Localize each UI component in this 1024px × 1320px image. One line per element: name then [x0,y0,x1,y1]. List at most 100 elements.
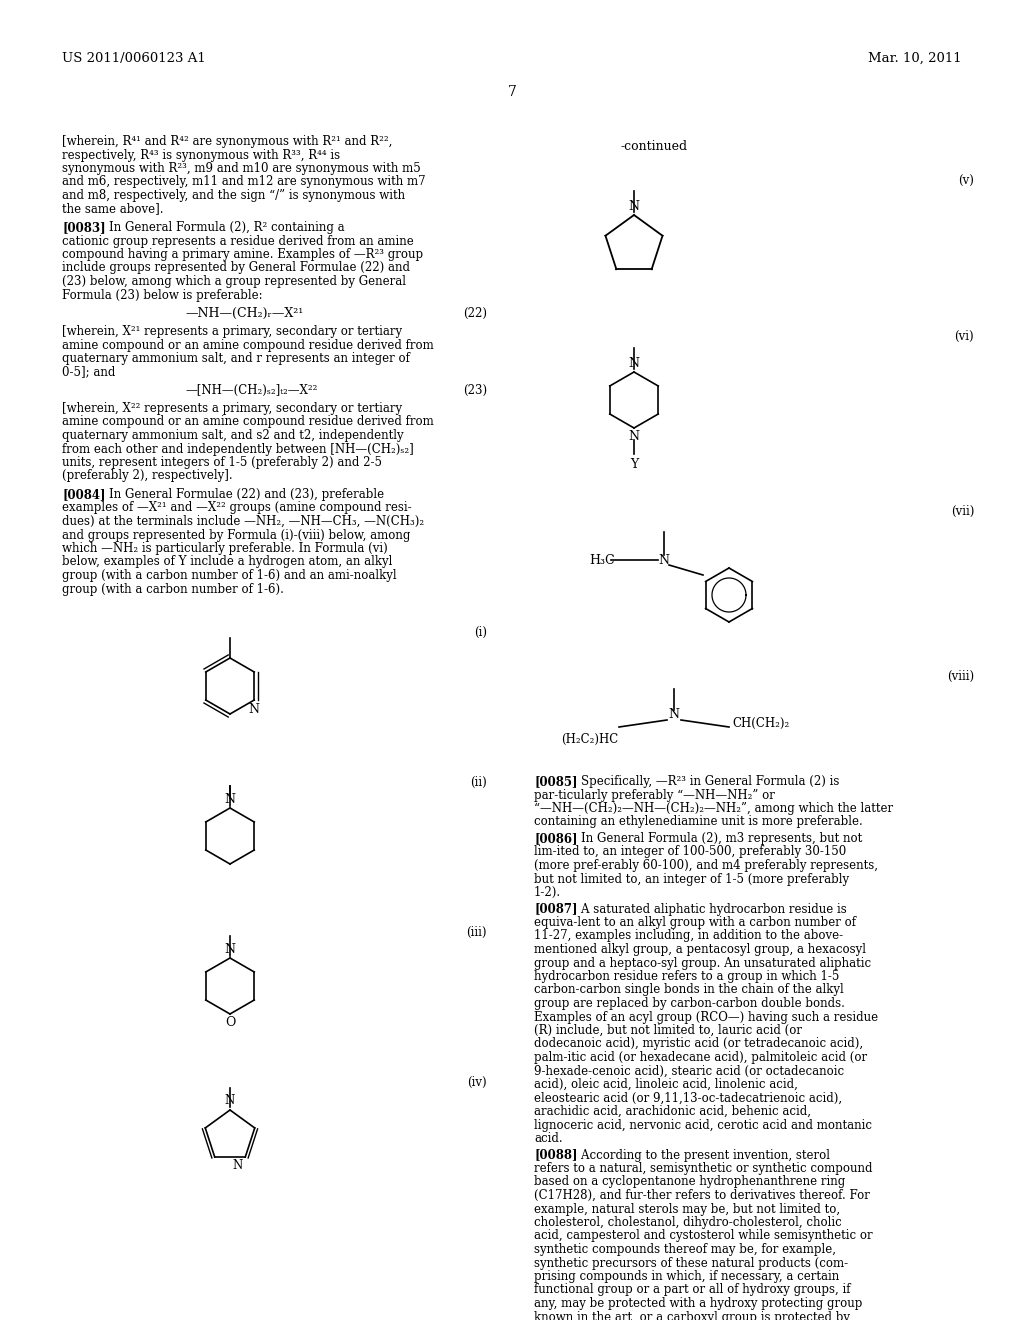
Text: In General Formula (2), R² containing a: In General Formula (2), R² containing a [94,220,345,234]
Text: N: N [669,709,680,722]
Text: In General Formulae (22) and (23), preferable: In General Formulae (22) and (23), prefe… [94,488,384,502]
Text: (R) include, but not limited to, lauric acid (or: (R) include, but not limited to, lauric … [534,1024,802,1038]
Text: (more pref-erably 60-100), and m4 preferably represents,: (more pref-erably 60-100), and m4 prefer… [534,859,878,873]
Text: [0084]: [0084] [62,488,105,502]
Text: [wherein, R⁴¹ and R⁴² are synonymous with R²¹ and R²²,: [wherein, R⁴¹ and R⁴² are synonymous wit… [62,135,392,148]
Text: acid.: acid. [534,1133,562,1144]
Text: dodecanoic acid), myristic acid (or tetradecanoic acid),: dodecanoic acid), myristic acid (or tetr… [534,1038,863,1051]
Text: carbon-carbon single bonds in the chain of the alkyl: carbon-carbon single bonds in the chain … [534,983,844,997]
Text: (v): (v) [958,176,974,187]
Text: N: N [629,201,640,213]
Text: respectively, R⁴³ is synonymous with R³³, R⁴⁴ is: respectively, R⁴³ is synonymous with R³³… [62,149,340,161]
Text: N: N [224,942,236,956]
Text: N: N [225,1094,236,1107]
Text: synthetic precursors of these natural products (com-: synthetic precursors of these natural pr… [534,1257,848,1270]
Text: N: N [249,704,260,715]
Text: (i): (i) [474,626,487,639]
Text: H₃C: H₃C [589,553,614,566]
Text: and groups represented by Formula (i)-(viii) below, among: and groups represented by Formula (i)-(v… [62,528,411,541]
Text: -continued: -continued [621,140,687,153]
Text: (23): (23) [463,384,487,397]
Text: example, natural sterols may be, but not limited to,: example, natural sterols may be, but not… [534,1203,840,1216]
Text: [wherein, X²¹ represents a primary, secondary or tertiary: [wherein, X²¹ represents a primary, seco… [62,325,402,338]
Text: Mar. 10, 2011: Mar. 10, 2011 [868,51,962,65]
Text: which —NH₂ is particularly preferable. In Formula (vi): which —NH₂ is particularly preferable. I… [62,543,388,554]
Text: hydrocarbon residue refers to a group in which 1-5: hydrocarbon residue refers to a group in… [534,970,840,983]
Text: O: O [225,1016,236,1030]
Text: 11-27, examples including, in addition to the above-: 11-27, examples including, in addition t… [534,929,843,942]
Text: —NH—(CH₂)ᵣ—X²¹: —NH—(CH₂)ᵣ—X²¹ [185,308,303,319]
Text: Y: Y [630,458,638,471]
Text: equiva-lent to an alkyl group with a carbon number of: equiva-lent to an alkyl group with a car… [534,916,856,929]
Text: N: N [232,1159,243,1172]
Text: examples of —X²¹ and —X²² groups (amine compound resi-: examples of —X²¹ and —X²² groups (amine … [62,502,412,515]
Text: the same above].: the same above]. [62,202,164,215]
Text: 0-5]; and: 0-5]; and [62,366,116,379]
Text: According to the present invention, sterol: According to the present invention, ster… [566,1148,830,1162]
Text: cationic group represents a residue derived from an amine: cationic group represents a residue deri… [62,235,414,248]
Text: A saturated aliphatic hydrocarbon residue is: A saturated aliphatic hydrocarbon residu… [566,903,847,916]
Text: N: N [629,356,640,370]
Text: any, may be protected with a hydroxy protecting group: any, may be protected with a hydroxy pro… [534,1298,862,1309]
Text: [0085]: [0085] [534,775,578,788]
Text: Formula (23) below is preferable:: Formula (23) below is preferable: [62,289,262,301]
Text: (22): (22) [463,308,487,319]
Text: functional group or a part or all of hydroxy groups, if: functional group or a part or all of hyd… [534,1283,851,1296]
Text: quaternary ammonium salt, and r represents an integer of: quaternary ammonium salt, and r represen… [62,352,410,366]
Text: dues) at the terminals include —NH₂, —NH—CH₃, —N(CH₃)₂: dues) at the terminals include —NH₂, —NH… [62,515,424,528]
Text: palm-itic acid (or hexadecane acid), palmitoleic acid (or: palm-itic acid (or hexadecane acid), pal… [534,1051,867,1064]
Text: par-ticularly preferably “—NH—NH₂” or: par-ticularly preferably “—NH—NH₂” or [534,788,775,801]
Text: 7: 7 [508,84,516,99]
Text: [0083]: [0083] [62,220,105,234]
Text: 9-hexade-cenoic acid), stearic acid (or octadecanoic: 9-hexade-cenoic acid), stearic acid (or … [534,1064,844,1077]
Text: below, examples of Y include a hydrogen atom, an alkyl: below, examples of Y include a hydrogen … [62,556,392,569]
Text: N: N [658,553,670,566]
Text: 1-2).: 1-2). [534,886,561,899]
Text: refers to a natural, semisynthetic or synthetic compound: refers to a natural, semisynthetic or sy… [534,1162,872,1175]
Text: In General Formula (2), m3 represents, but not: In General Formula (2), m3 represents, b… [566,832,862,845]
Text: lim-ited to, an integer of 100-500, preferably 30-150: lim-ited to, an integer of 100-500, pref… [534,846,846,858]
Text: prising compounds in which, if necessary, a certain: prising compounds in which, if necessary… [534,1270,840,1283]
Text: (preferably 2), respectively].: (preferably 2), respectively]. [62,470,232,483]
Text: mentioned alkyl group, a pentacosyl group, a hexacosyl: mentioned alkyl group, a pentacosyl grou… [534,942,866,956]
Text: US 2011/0060123 A1: US 2011/0060123 A1 [62,51,206,65]
Text: units, represent integers of 1-5 (preferably 2) and 2-5: units, represent integers of 1-5 (prefer… [62,455,382,469]
Text: quaternary ammonium salt, and s2 and t2, independently: quaternary ammonium salt, and s2 and t2,… [62,429,403,442]
Text: (C17H28), and fur-ther refers to derivatives thereof. For: (C17H28), and fur-ther refers to derivat… [534,1189,869,1203]
Text: “—NH—(CH₂)₂—NH—(CH₂)₂—NH₂”, among which the latter: “—NH—(CH₂)₂—NH—(CH₂)₂—NH₂”, among which … [534,803,893,814]
Text: group (with a carbon number of 1-6) and an ami-noalkyl: group (with a carbon number of 1-6) and … [62,569,396,582]
Text: N: N [224,793,236,807]
Text: acid), oleic acid, linoleic acid, linolenic acid,: acid), oleic acid, linoleic acid, linole… [534,1078,798,1092]
Text: CH(CH₂)₂: CH(CH₂)₂ [732,717,790,730]
Text: (iii): (iii) [467,927,487,939]
Text: [0087]: [0087] [534,903,578,916]
Text: compound having a primary amine. Examples of —R²³ group: compound having a primary amine. Example… [62,248,423,261]
Text: N: N [629,430,640,444]
Text: (iv): (iv) [467,1076,487,1089]
Text: eleostearic acid (or 9,11,13-oc-tadecatrienoic acid),: eleostearic acid (or 9,11,13-oc-tadecatr… [534,1092,842,1105]
Text: acid, campesterol and cystosterol while semisynthetic or: acid, campesterol and cystosterol while … [534,1229,872,1242]
Text: Specifically, —R²³ in General Formula (2) is: Specifically, —R²³ in General Formula (2… [566,775,840,788]
Text: containing an ethylenediamine unit is more preferable.: containing an ethylenediamine unit is mo… [534,816,863,829]
Text: (vi): (vi) [954,330,974,343]
Text: group (with a carbon number of 1-6).: group (with a carbon number of 1-6). [62,582,284,595]
Text: and m8, respectively, and the sign “/” is synonymous with: and m8, respectively, and the sign “/” i… [62,189,406,202]
Text: [0088]: [0088] [534,1148,578,1162]
Text: amine compound or an amine compound residue derived from: amine compound or an amine compound resi… [62,416,434,429]
Text: include groups represented by General Formulae (22) and: include groups represented by General Fo… [62,261,410,275]
Text: known in the art, or a carboxyl group is protected by: known in the art, or a carboxyl group is… [534,1311,850,1320]
Text: [0086]: [0086] [534,832,578,845]
Text: group and a heptaco-syl group. An unsaturated aliphatic: group and a heptaco-syl group. An unsatu… [534,957,871,969]
Text: (vii): (vii) [950,506,974,517]
Text: synthetic compounds thereof may be, for example,: synthetic compounds thereof may be, for … [534,1243,836,1257]
Text: (ii): (ii) [470,776,487,789]
Text: (23) below, among which a group represented by General: (23) below, among which a group represen… [62,275,406,288]
Text: (H₂C₂)HC: (H₂C₂)HC [561,733,618,746]
Text: cholesterol, cholestanol, dihydro-cholesterol, cholic: cholesterol, cholestanol, dihydro-choles… [534,1216,842,1229]
Text: Examples of an acyl group (RCO—) having such a residue: Examples of an acyl group (RCO—) having … [534,1011,879,1023]
Text: (viii): (viii) [947,671,974,682]
Text: from each other and independently between [NH—(CH₂)ₛ₂]: from each other and independently betwee… [62,442,414,455]
Text: lignoceric acid, nervonic acid, cerotic acid and montanic: lignoceric acid, nervonic acid, cerotic … [534,1118,872,1131]
Text: —[NH—(CH₂)ₛ₂]ₜ₂—X²²: —[NH—(CH₂)ₛ₂]ₜ₂—X²² [185,384,317,397]
Text: but not limited to, an integer of 1-5 (more preferably: but not limited to, an integer of 1-5 (m… [534,873,849,886]
